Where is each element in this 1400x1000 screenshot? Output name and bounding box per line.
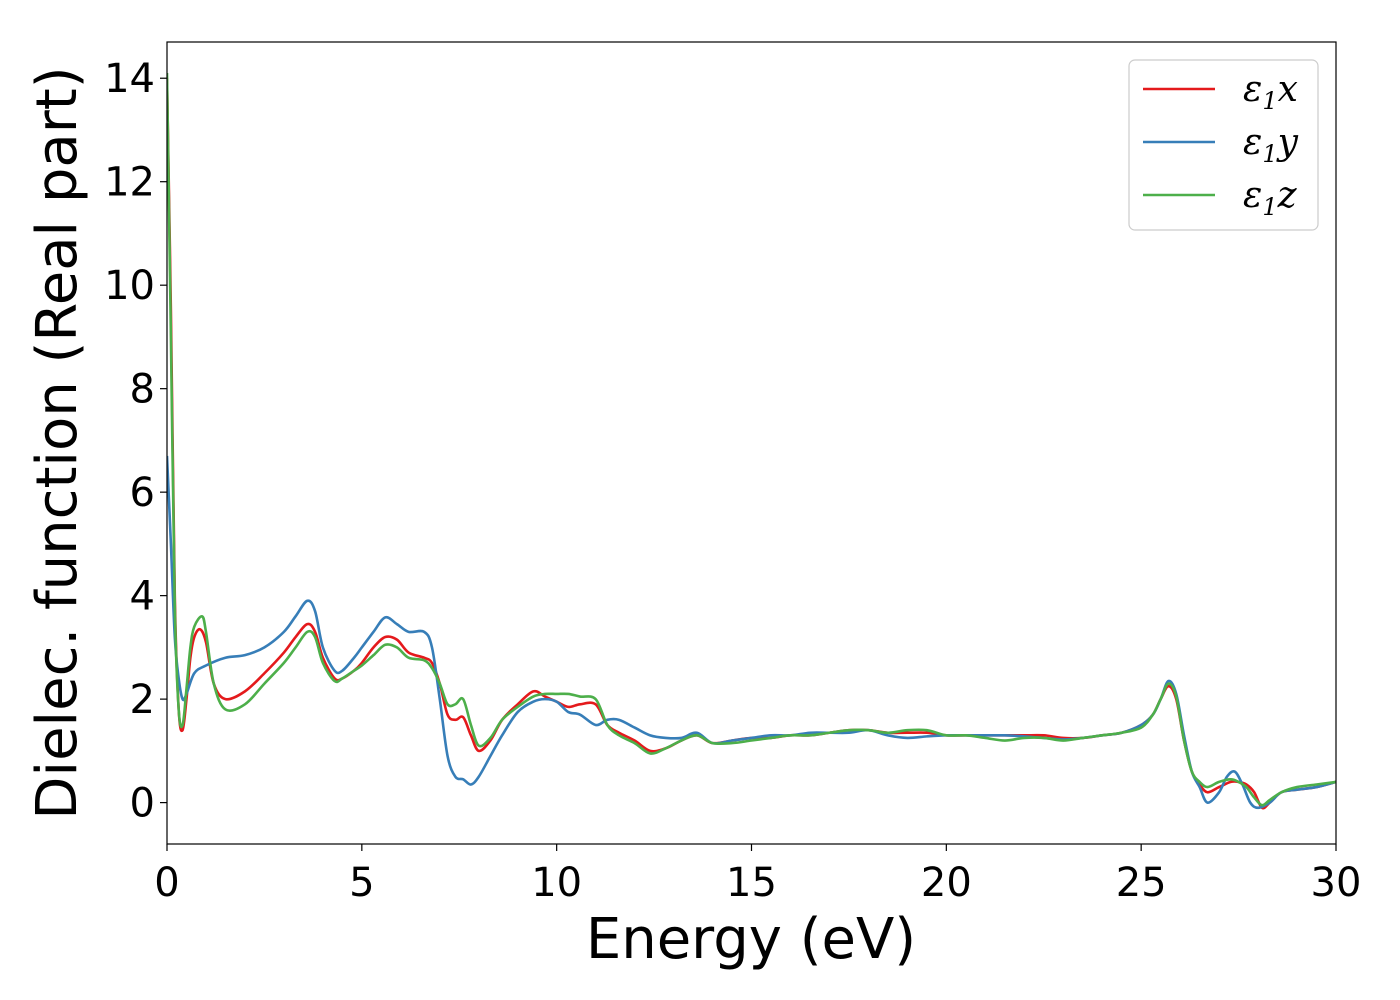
y-tick-label: 2	[130, 677, 155, 723]
legend-label-y: ε1y	[1243, 122, 1299, 168]
y-tick-label: 0	[130, 781, 155, 827]
y-tick-label: 4	[130, 574, 155, 620]
x-tick-label: 5	[349, 860, 374, 906]
y-tick-label: 12	[104, 160, 155, 206]
y-tick-label: 6	[130, 470, 155, 516]
x-tick-label: 15	[726, 860, 777, 906]
legend-label-x: ε1x	[1243, 69, 1298, 115]
x-tick-label: 20	[921, 860, 972, 906]
legend: ε1x ε1y ε1z	[1128, 59, 1319, 231]
series-line-x	[167, 78, 1336, 810]
x-tick-label: 25	[1116, 860, 1167, 906]
y-tick-label: 8	[130, 367, 155, 413]
x-tick-label: 10	[531, 860, 582, 906]
y-tick-label: 10	[104, 263, 155, 309]
x-axis-label: Energy (eV)	[586, 907, 916, 972]
legend-box	[1128, 59, 1319, 231]
y-tick-label: 14	[104, 56, 155, 102]
x-tick-label: 0	[154, 860, 179, 906]
legend-label-z: ε1z	[1243, 175, 1298, 221]
y-axis-label: Dielec. function (Real part)	[25, 66, 90, 819]
series-line-z	[167, 73, 1336, 807]
x-tick-label: 30	[1311, 860, 1362, 906]
series-line-y	[167, 455, 1336, 810]
